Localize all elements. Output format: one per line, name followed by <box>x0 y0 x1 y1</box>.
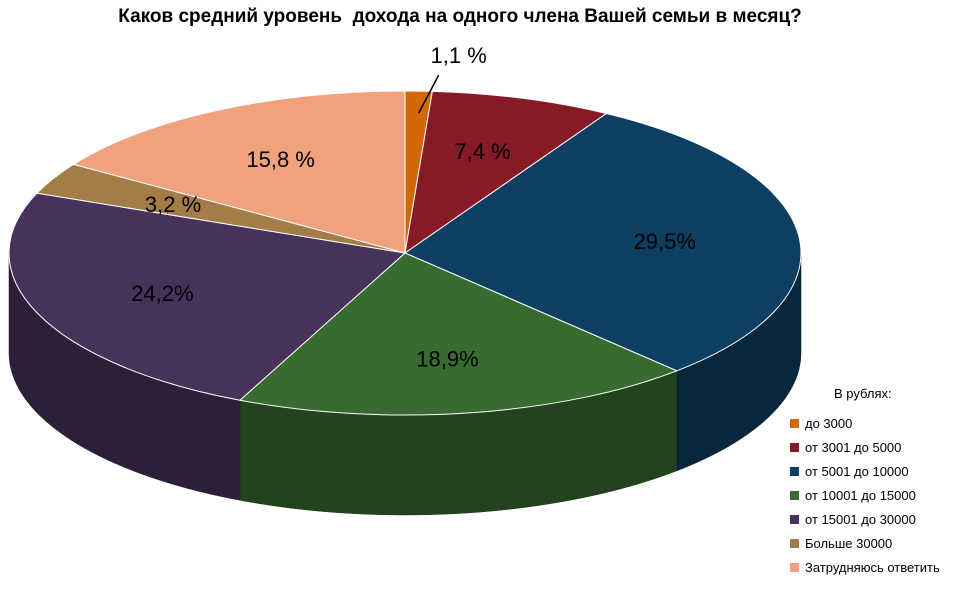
legend-item-больше-30000: Больше 30000 <box>790 535 960 551</box>
pie-slices <box>8 90 802 416</box>
slice-от-15001-до-30000 <box>8 192 407 401</box>
legend-item-затрудняюсь-ответить: Затрудняюсь ответить <box>790 559 960 575</box>
legend-swatch <box>790 562 799 572</box>
data-label-от-10001-до-15000: 18,9% <box>416 347 478 372</box>
slice-от-5001-до-10000 <box>403 112 802 372</box>
legend-label: от 10001 до 15000 <box>805 487 916 503</box>
data-label-больше-30000: 3,2 % <box>145 192 201 217</box>
legend-item-от-3001-до-5000: от 3001 до 5000 <box>790 439 960 455</box>
legend-label: до 3000 <box>805 415 853 431</box>
legend-swatch <box>790 490 799 500</box>
legend-swatch <box>790 418 799 428</box>
legend-swatch <box>790 466 799 476</box>
legend-label: Больше 30000 <box>805 535 893 551</box>
legend-label: от 5001 до 10000 <box>805 463 909 479</box>
data-label-до-3000: 1,1 % <box>431 43 487 68</box>
legend-label: от 3001 до 5000 <box>805 439 902 455</box>
legend-label: от 15001 до 30000 <box>805 511 916 527</box>
slice-от-3001-до-5000 <box>404 90 608 255</box>
data-label-от-15001-до-30000: 24,2% <box>131 281 193 306</box>
data-label-от-5001-до-10000: 29,5% <box>634 229 696 254</box>
legend-title: В рублях: <box>834 386 892 401</box>
chart-title: Каков средний уровень дохода на одного ч… <box>118 6 802 27</box>
slice-затрудняюсь-ответить <box>72 90 406 254</box>
slice-от-10001-до-15000 <box>238 252 679 416</box>
data-label-затрудняюсь-ответить: 15,8 % <box>246 147 315 172</box>
legend-item-до-3000: до 3000 <box>790 415 960 431</box>
legend-item-от-5001-до-10000: от 5001 до 10000 <box>790 463 960 479</box>
legend-item-от-15001-до-30000: от 15001 до 30000 <box>790 511 960 527</box>
legend-label: Затрудняюсь ответить <box>805 559 940 575</box>
pie-data-labels: 1,1 % 7,4 % 29,5% 18,9% 24,2% 3,2 % 15,8 % <box>131 43 696 371</box>
leader-line-до-3000 <box>418 74 440 114</box>
legend-item-от-10001-до-15000: от 10001 до 15000 <box>790 487 960 503</box>
legend: В рублях: до 3000 от 3001 до 5000 от 5001 … <box>790 386 960 583</box>
legend-swatch <box>790 514 799 524</box>
data-label-от-3001-до-5000: 7,4 % <box>454 139 510 164</box>
legend-swatch <box>790 442 799 452</box>
legend-swatch <box>790 538 799 548</box>
